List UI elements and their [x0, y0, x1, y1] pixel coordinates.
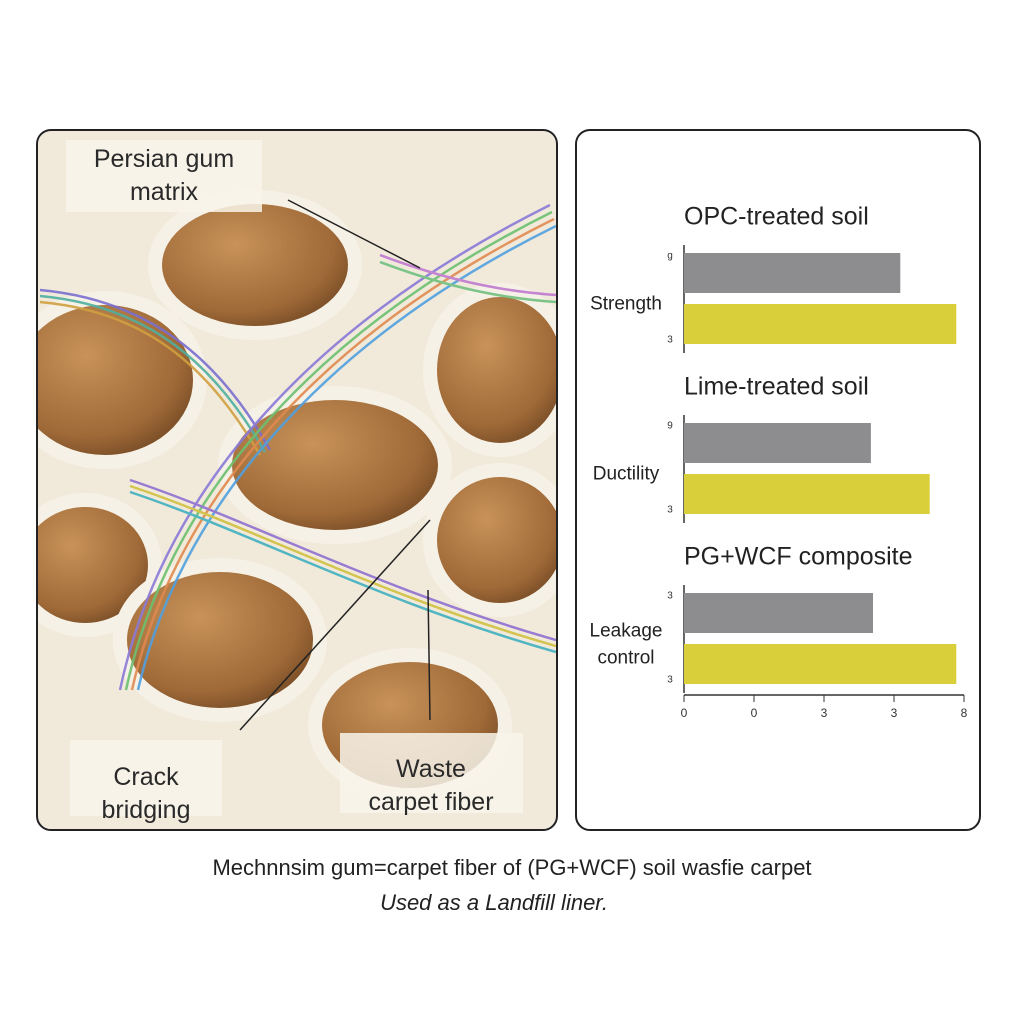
caption: Used as a Landfill liner. [380, 890, 608, 915]
group-title: OPC-treated soil [684, 203, 869, 231]
caption: Mechnnsim gum=carpet fiber of (PG+WCF) s… [212, 855, 811, 880]
side-label: g [667, 251, 673, 262]
left-panel [36, 129, 558, 831]
side-label: 3 [667, 591, 673, 602]
category-label: Ductility [592, 463, 660, 485]
category-label: Strength [590, 293, 662, 315]
side-label: 3 [667, 335, 673, 346]
x-tick-label: 8 [961, 706, 968, 720]
illustration-label: Persian gum matrix [94, 145, 234, 206]
illustration-label: Crack bridging [102, 763, 191, 824]
group-title: PG+WCF composite [684, 543, 913, 571]
side-label: 3 [667, 505, 673, 516]
x-tick-label: 0 [751, 706, 758, 720]
illustration [38, 131, 556, 829]
x-tick-label: 3 [891, 706, 898, 720]
bar [684, 593, 873, 633]
bar [684, 253, 901, 293]
side-label: 3 [667, 675, 673, 686]
category-label: Leakage control [589, 620, 663, 668]
bar [684, 474, 930, 514]
x-tick-label: 3 [821, 706, 828, 720]
side-label: 9 [667, 421, 673, 432]
x-tick-label: 0 [681, 706, 688, 720]
illustration-label: Waste carpet fiber [368, 755, 493, 816]
bar [684, 644, 957, 684]
group-title: Lime-treated soil [684, 373, 869, 401]
bar [684, 304, 957, 344]
bar [684, 423, 871, 463]
